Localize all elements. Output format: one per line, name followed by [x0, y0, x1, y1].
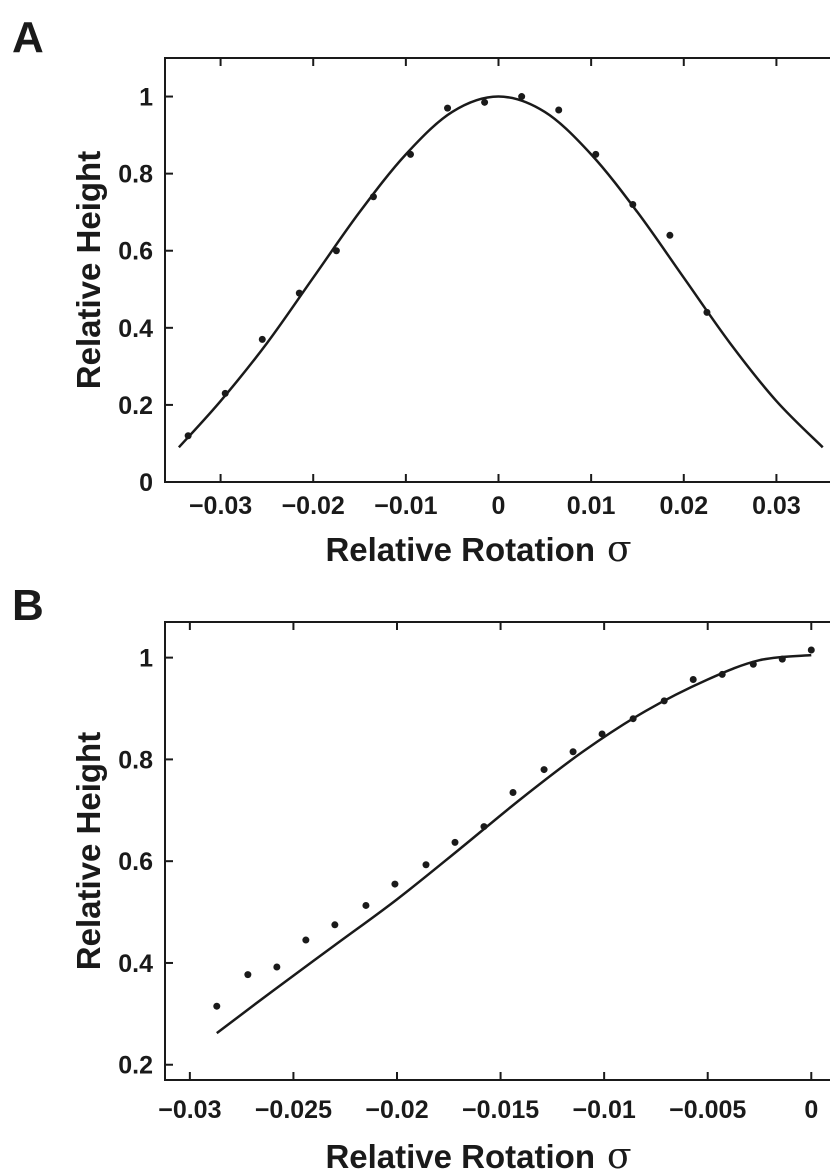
- y-tick-label: 0.8: [118, 161, 153, 189]
- x-tick-label: 0: [804, 1096, 818, 1124]
- y-tick-label: 0.6: [118, 848, 153, 876]
- x-axis-title-symbol: σ: [607, 1136, 632, 1176]
- x-tick-label: 0.01: [567, 492, 616, 520]
- x-tick-label: 0.02: [659, 492, 708, 520]
- y-tick-label: 0.4: [118, 315, 153, 343]
- y-tick-label: 1: [139, 645, 153, 673]
- x-tick-label: −0.005: [669, 1096, 746, 1124]
- x-tick-label: −0.02: [365, 1096, 428, 1124]
- x-tick-label: −0.01: [573, 1096, 636, 1124]
- panel-label: B: [12, 581, 44, 630]
- fit-curve: [216, 653, 812, 1035]
- data-point: [213, 1002, 221, 1010]
- plot-frame: [164, 621, 830, 1081]
- y-tick-label: 0.6: [118, 238, 153, 266]
- x-tick-label: 0: [492, 492, 506, 520]
- x-tick-label: −0.01: [374, 492, 437, 520]
- data-point: [807, 646, 815, 654]
- data-point: [451, 838, 459, 846]
- data-point: [422, 861, 430, 869]
- x-axis-title-text: Relative Rotation: [325, 1138, 595, 1175]
- panel-label: A: [12, 13, 44, 62]
- data-point: [666, 231, 674, 239]
- data-point: [540, 766, 548, 774]
- y-tick-label: 1: [139, 84, 153, 112]
- data-point: [258, 335, 266, 343]
- y-axis-title: Relative Height: [70, 732, 107, 970]
- data-point: [481, 98, 489, 106]
- x-tick-label: −0.02: [282, 492, 345, 520]
- data-point: [689, 676, 697, 684]
- x-axis-title-text: Relative Rotation: [325, 531, 595, 568]
- y-tick-label: 0.4: [118, 950, 153, 978]
- x-tick-label: −0.03: [158, 1096, 221, 1124]
- data-point: [244, 971, 252, 979]
- y-tick-label: 0.2: [118, 392, 153, 420]
- data-point: [509, 788, 517, 796]
- y-tick-label: 0.2: [118, 1052, 153, 1080]
- data-point: [391, 880, 399, 888]
- y-axis-title: Relative Height: [70, 151, 107, 389]
- plot-frame: [164, 57, 830, 483]
- data-point: [302, 936, 310, 944]
- data-point: [555, 106, 563, 114]
- y-tick-label: 0.8: [118, 746, 153, 774]
- data-point: [569, 748, 577, 756]
- data-point: [598, 730, 606, 738]
- y-tick-label: 0: [139, 469, 153, 497]
- data-point: [444, 104, 452, 112]
- x-tick-label: −0.03: [189, 492, 252, 520]
- x-tick-label: 0.03: [752, 492, 801, 520]
- data-point: [331, 921, 339, 929]
- x-tick-label: −0.025: [255, 1096, 332, 1124]
- x-axis-title: Relative Rotation σ: [325, 529, 631, 570]
- x-axis-title: Relative Rotation σ: [325, 1136, 631, 1176]
- fit-curve: [177, 95, 824, 449]
- x-tick-label: −0.015: [462, 1096, 539, 1124]
- data-point: [518, 93, 526, 101]
- data-point: [273, 963, 281, 971]
- chart-panel-b: B −0.03 −0.025 −0.02 −0.015 −0.01 −0.005 0 0.2 0.…: [12, 581, 830, 1176]
- chart-panel-a: A −0.03 −0.02 −0.01 0 0.01 0.02 0.03 0 0.2 0.4 0.6 0…: [12, 13, 830, 570]
- data-point: [362, 901, 370, 909]
- x-axis-title-symbol: σ: [607, 529, 632, 570]
